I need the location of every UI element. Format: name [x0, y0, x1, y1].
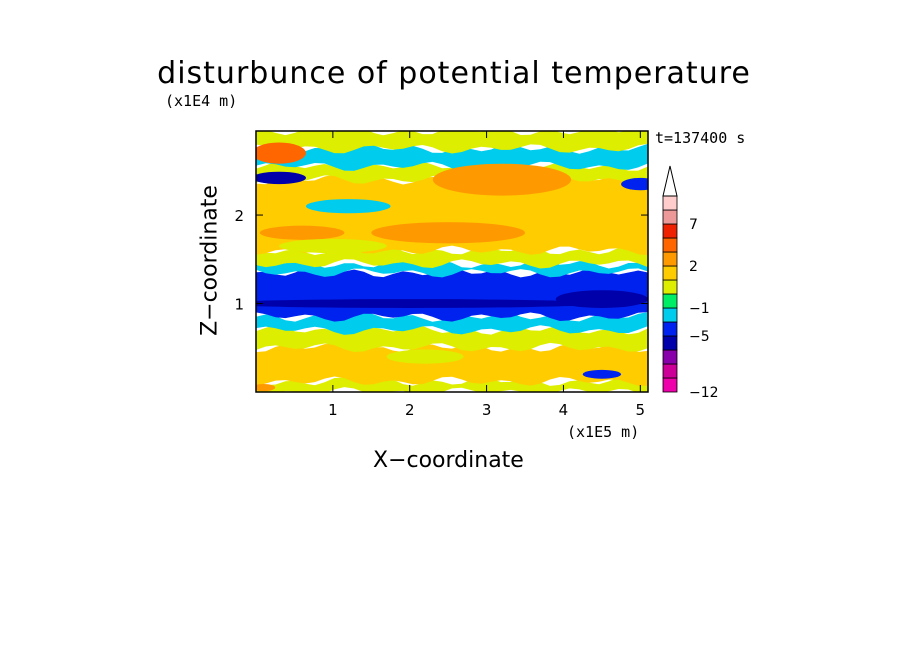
colorbar-segment	[662, 223, 678, 239]
field-feature	[256, 384, 276, 392]
field-band	[256, 343, 648, 386]
chart-title: disturbunce of potential temperature	[157, 56, 751, 91]
colorbar-segment	[662, 251, 678, 267]
x-tick-label: 1	[328, 401, 338, 419]
field-feature	[432, 163, 572, 196]
colorbar-segment	[662, 377, 678, 393]
x-tick-label: 5	[636, 401, 646, 419]
colorbar-segment	[662, 307, 678, 323]
field-feature	[259, 225, 345, 240]
colorbar-segment	[662, 279, 678, 295]
colorbar-tick-label: 2	[689, 259, 698, 275]
colorbar-tick-label: 7	[689, 217, 698, 233]
y-axis-title: Z−coordinate	[197, 185, 223, 336]
field-band	[256, 325, 648, 352]
field-band	[256, 267, 648, 322]
field-feature	[279, 238, 387, 254]
colorbar-tick-label: −5	[689, 329, 710, 345]
field-band	[256, 376, 648, 392]
field-band	[256, 131, 648, 154]
field-feature	[555, 290, 648, 308]
plot-frame	[255, 130, 649, 393]
colorbar: 7 2 −1 −5 −12	[662, 165, 719, 401]
field-feature	[371, 222, 526, 244]
field-feature	[256, 299, 602, 308]
field-feature	[582, 369, 622, 379]
colorbar-segment	[662, 237, 678, 253]
field-band	[256, 143, 648, 171]
y-axis: 12	[234, 207, 648, 314]
time-label: t=137400 s	[655, 129, 746, 147]
x-axis: 1 2 3 4 5	[328, 131, 645, 419]
field-feature	[386, 349, 464, 364]
colorbar-segment	[662, 293, 678, 309]
field-feature	[621, 177, 648, 191]
colorbar-segment	[662, 335, 678, 351]
colorbar-extend-arrow	[662, 165, 678, 197]
x-tick-label: 4	[559, 401, 569, 419]
field-feature	[305, 199, 391, 214]
colorbar-segment	[662, 321, 678, 337]
x-tick-label: 3	[482, 401, 492, 419]
field-feature	[256, 142, 306, 164]
colorbar-segment	[662, 363, 678, 379]
contour-field	[256, 131, 648, 392]
y-unit-label: (x1E4 m)	[165, 92, 238, 110]
colorbar-segment	[662, 265, 678, 281]
field-band	[256, 174, 648, 256]
x-tick-label: 2	[405, 401, 415, 419]
colorbar-segment	[662, 195, 678, 211]
x-axis-title: X−coordinate	[373, 448, 524, 473]
colorbar-tick-label: −12	[689, 385, 719, 401]
field-feature	[256, 171, 306, 185]
y-tick-label: 1	[234, 296, 244, 314]
colorbar-segment	[662, 209, 678, 225]
colorbar-segment	[662, 349, 678, 365]
x-unit-label: (x1E5 m)	[567, 423, 640, 441]
y-tick-label: 2	[234, 207, 244, 225]
colorbar-tick-label: −1	[689, 301, 710, 317]
